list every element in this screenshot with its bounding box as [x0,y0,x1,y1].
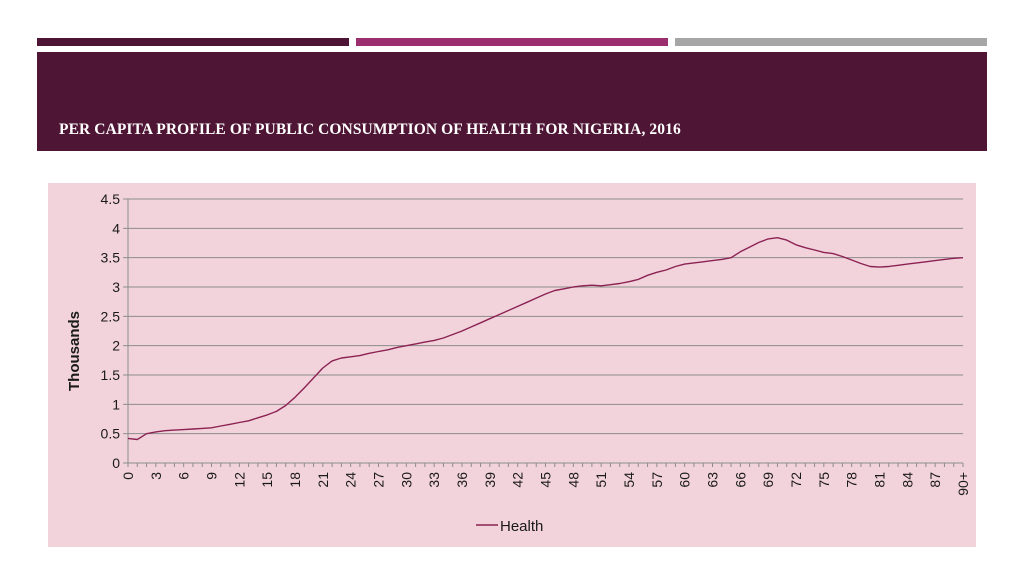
chart-area [48,183,976,547]
x-tick-label: 90+ [955,472,971,496]
x-tick-label: 48 [565,472,581,488]
title-banner: PER CAPITA PROFILE OF PUBLIC CONSUMPTION… [37,52,987,151]
x-tick-label: 15 [259,472,275,488]
y-tick-label: 0 [112,455,120,471]
x-tick-label: 42 [510,472,526,488]
y-tick-label: 2 [112,338,120,354]
x-tick-label: 51 [593,472,609,488]
x-tick-label: 87 [927,472,943,488]
top-bar-accent [356,38,668,46]
y-tick-label: 0.5 [101,426,121,442]
x-tick-label: 33 [426,472,442,488]
y-tick-label: 4 [112,220,120,236]
x-tick-label: 6 [176,472,192,480]
top-bar-dark [37,38,349,46]
slide-title: PER CAPITA PROFILE OF PUBLIC CONSUMPTION… [59,121,681,138]
x-tick-label: 66 [732,472,748,488]
x-tick-label: 12 [231,472,247,488]
x-tick-label: 57 [649,472,665,488]
x-tick-label: 75 [816,472,832,488]
legend-label: Health [500,518,543,535]
top-bar-gray [675,38,987,46]
y-tick-label: 3.5 [101,250,121,266]
x-tick-label: 60 [677,472,693,488]
x-tick-label: 69 [760,472,776,488]
health-series-line [127,236,964,441]
x-tick-label: 36 [454,472,470,488]
x-tick-label: 63 [705,472,721,488]
x-tick-label: 78 [844,472,860,488]
x-tick-label: 27 [371,472,387,488]
x-tick-label: 30 [398,472,414,488]
y-tick-label: 2.5 [101,308,121,324]
y-tick-label: 3 [112,279,120,295]
x-tick-label: 45 [538,472,554,488]
x-tick-label: 81 [872,472,888,488]
x-tick-label: 18 [287,472,303,488]
y-tick-label: 4.5 [101,191,121,207]
x-tick-label: 0 [120,472,136,480]
x-tick-label: 24 [343,472,359,488]
x-tick-label: 54 [621,472,637,488]
y-axis-title: Thousands [66,311,83,391]
x-tick-label: 72 [788,472,804,488]
x-tick-label: 9 [204,472,220,480]
y-tick-label: 1.5 [101,367,121,383]
x-tick-label: 3 [148,472,164,480]
y-tick-label: 1 [112,396,120,412]
x-tick-label: 39 [482,472,498,488]
x-tick-label: 84 [899,472,915,488]
x-tick-label: 21 [315,472,331,488]
